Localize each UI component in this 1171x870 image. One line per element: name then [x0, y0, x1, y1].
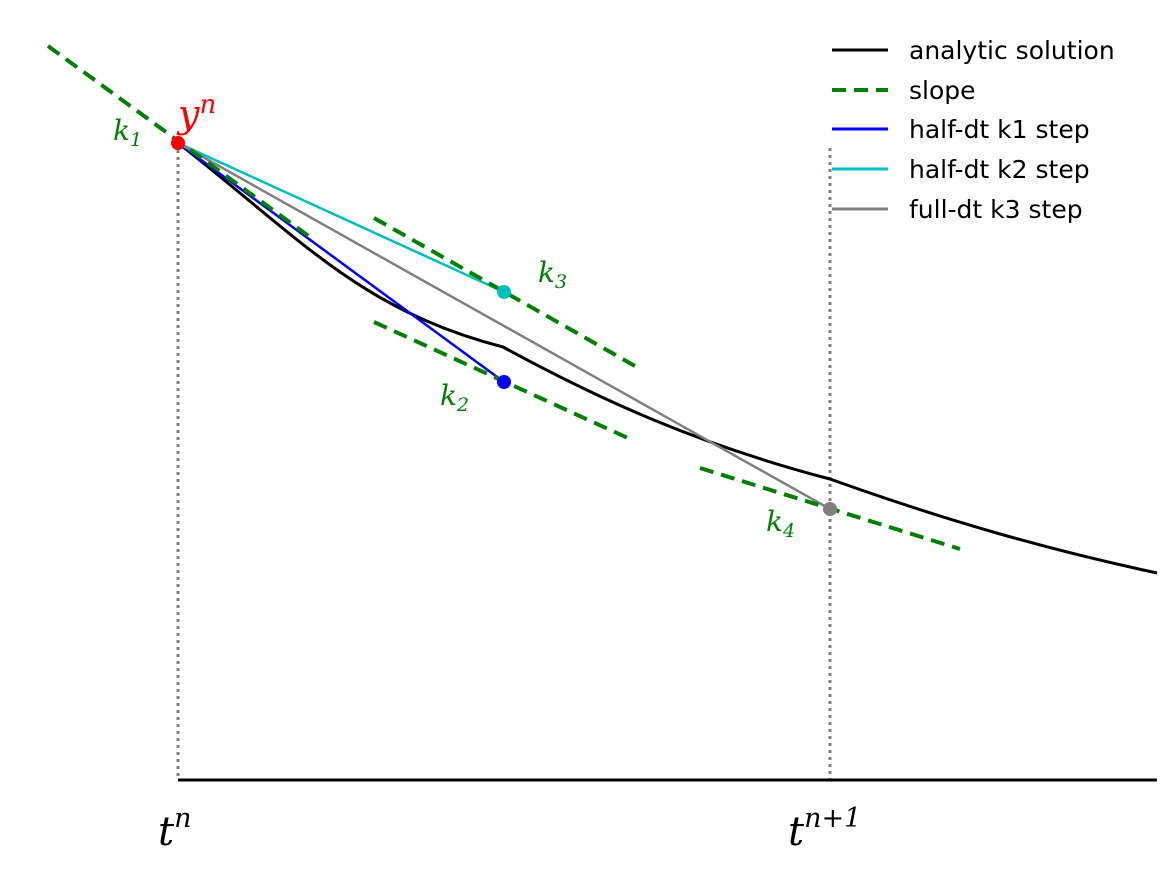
legend-label-analytic: analytic solution — [909, 36, 1115, 65]
legend-label-slope: slope — [909, 76, 976, 105]
analytic-solution-curve — [177, 141, 1158, 575]
k4-point — [823, 502, 837, 516]
legend: analytic solution slope half-dt k1 step … — [832, 36, 1115, 224]
half-dt-k2-step — [177, 141, 505, 294]
t-n1-label: tn+1 — [788, 803, 861, 855]
y-n-label: yn — [176, 90, 216, 136]
legend-label-k1-step: half-dt k1 step — [909, 115, 1090, 144]
legend-label-k2-step: half-dt k2 step — [909, 155, 1090, 184]
k2-point — [497, 375, 511, 389]
t-n-label: tn — [158, 803, 191, 855]
full-dt-k3-step — [177, 141, 831, 511]
k1-label: k1 — [113, 114, 142, 151]
k4-label: k4 — [766, 505, 795, 542]
legend-label-k3-step: full-dt k3 step — [909, 195, 1083, 224]
k3-point — [497, 285, 511, 299]
y-n-point — [171, 136, 185, 150]
k2-label: k2 — [440, 379, 469, 416]
k3-label: k3 — [538, 256, 567, 293]
slope-k3 — [373, 216, 636, 368]
